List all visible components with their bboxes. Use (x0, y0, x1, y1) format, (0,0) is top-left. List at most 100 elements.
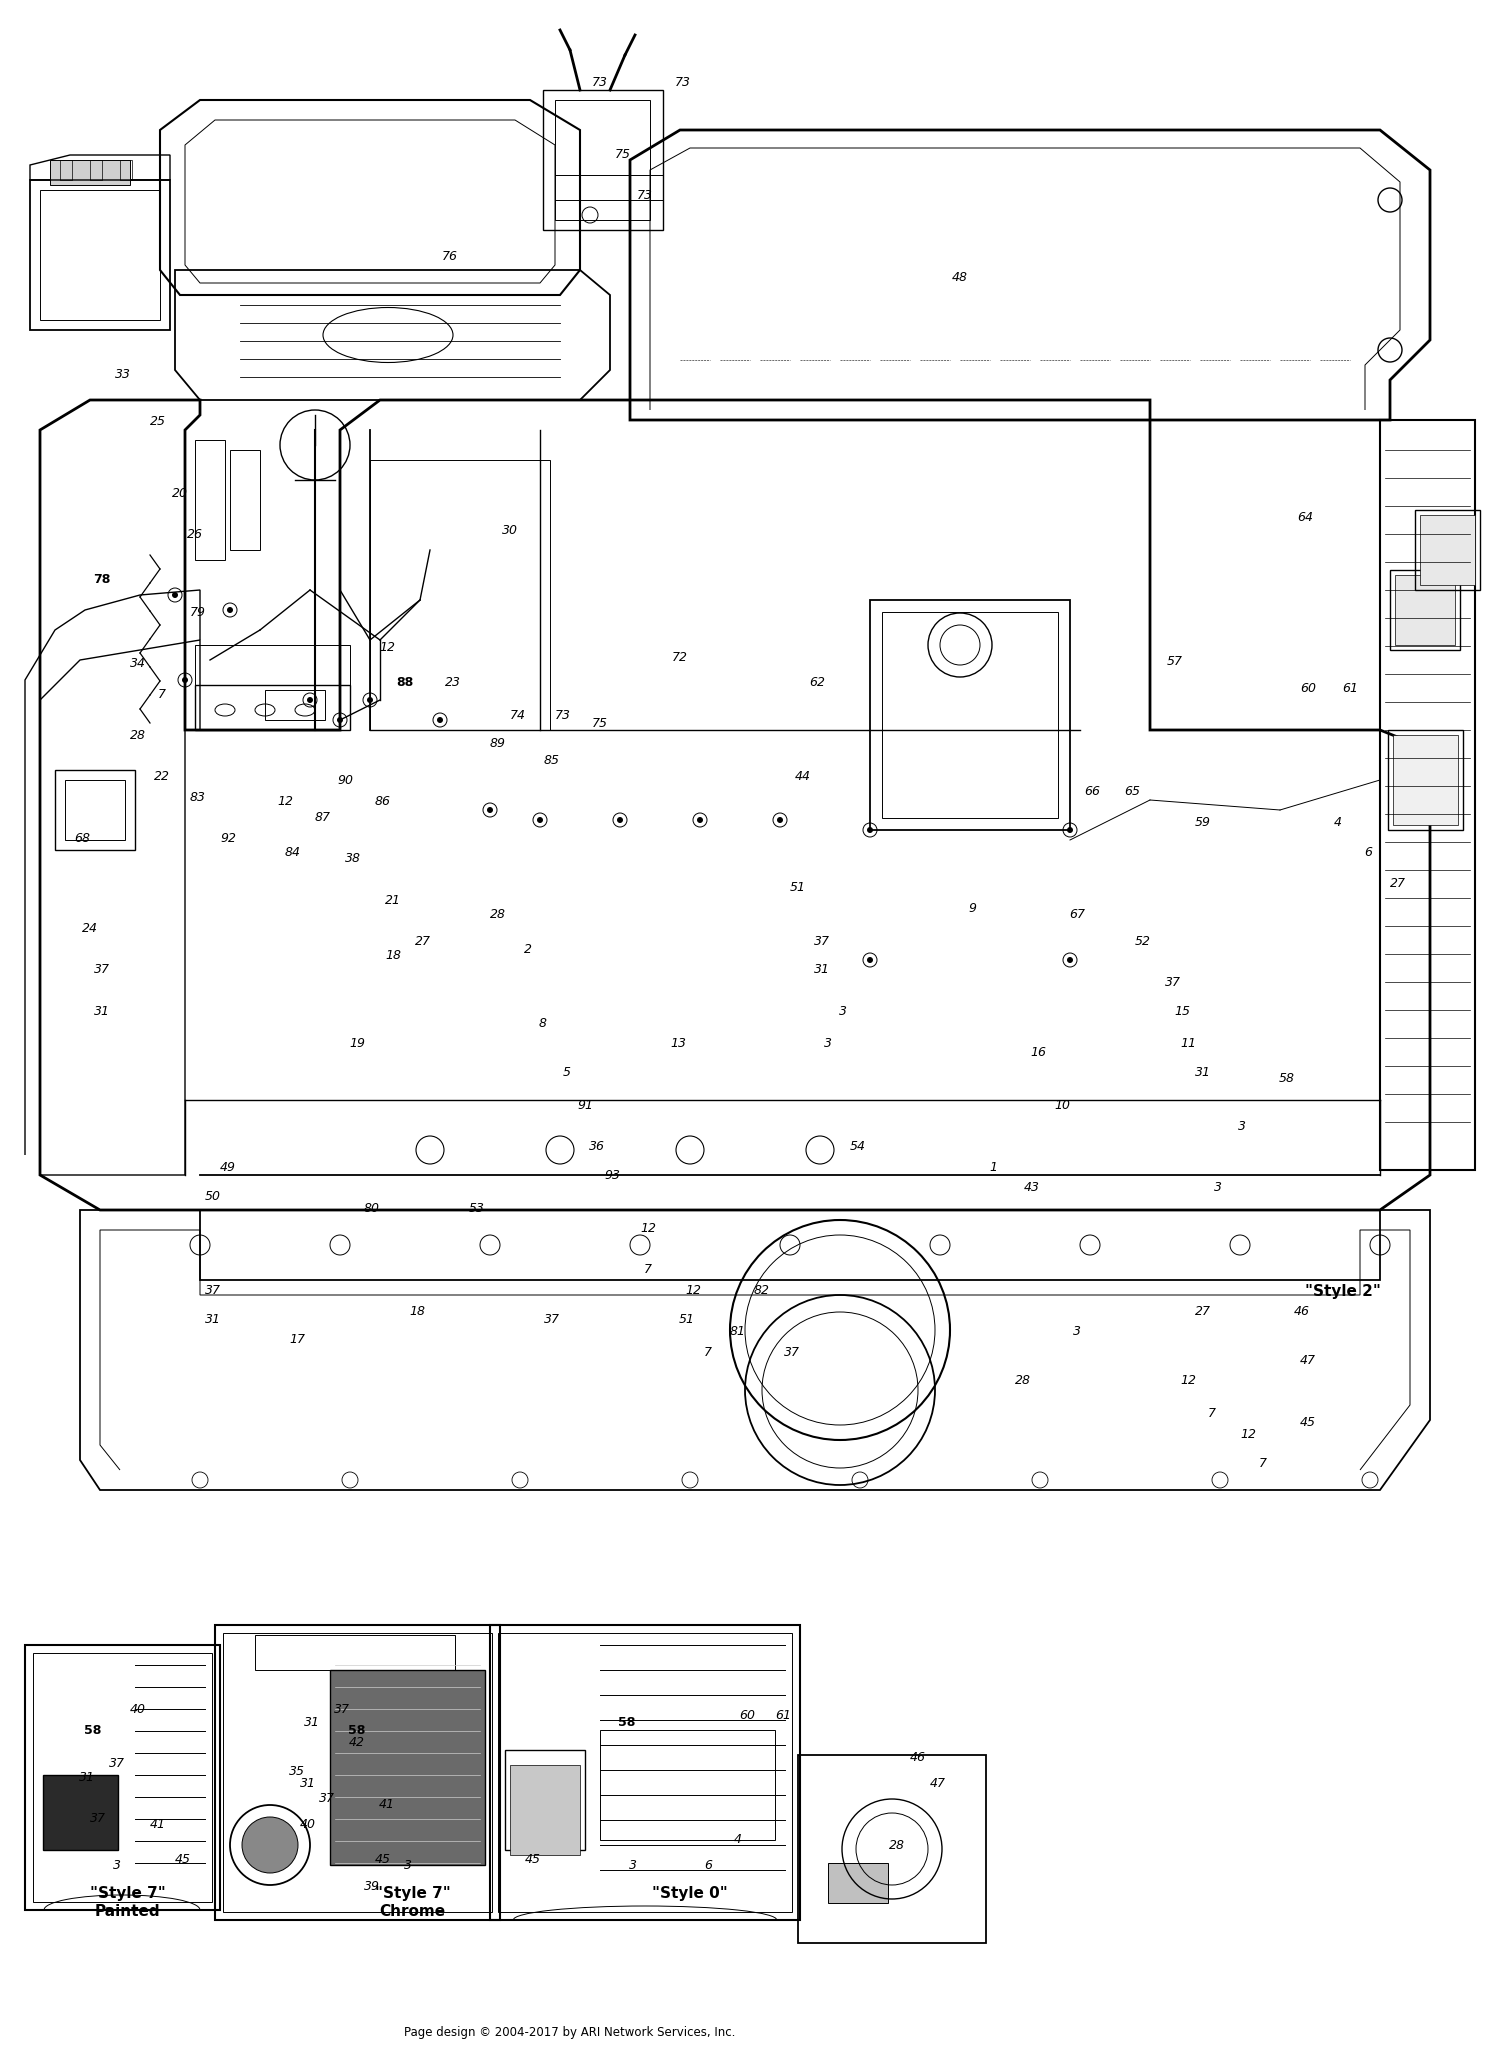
Text: 37: 37 (320, 1792, 334, 1804)
Text: 2: 2 (524, 943, 532, 956)
Bar (255, 1636, 454, 1671)
Bar (60, 160, 72, 181)
Text: 37: 37 (94, 964, 110, 976)
Bar (555, 101, 650, 220)
Text: 61: 61 (776, 1710, 790, 1722)
Circle shape (616, 818, 622, 822)
Text: 13: 13 (670, 1038, 686, 1050)
Text: 87: 87 (315, 812, 330, 824)
Text: 53: 53 (470, 1202, 484, 1215)
Text: 58: 58 (348, 1724, 366, 1736)
Text: 11: 11 (1180, 1038, 1196, 1050)
Text: 7: 7 (1258, 1457, 1268, 1469)
Text: 75: 75 (592, 717, 608, 730)
Bar (195, 440, 225, 561)
Text: 73: 73 (675, 76, 690, 88)
Text: 37: 37 (90, 1813, 105, 1825)
Text: 7: 7 (1208, 1408, 1216, 1420)
Text: 18: 18 (410, 1305, 424, 1317)
Text: 79: 79 (190, 606, 206, 619)
Text: 67: 67 (1070, 908, 1084, 921)
Text: 20: 20 (172, 487, 188, 499)
Circle shape (1066, 826, 1072, 832)
Bar (120, 160, 132, 181)
Text: 37: 37 (334, 1704, 350, 1716)
Text: 49: 49 (220, 1161, 236, 1173)
Text: 45: 45 (375, 1854, 390, 1866)
Text: 91: 91 (578, 1099, 592, 1112)
Text: 3: 3 (628, 1860, 638, 1872)
Text: 75: 75 (615, 148, 630, 160)
Text: 7: 7 (644, 1264, 652, 1276)
Text: 39: 39 (364, 1880, 380, 1893)
Text: 6: 6 (1364, 847, 1372, 859)
Text: 89: 89 (490, 738, 506, 750)
Text: "Style 2": "Style 2" (1305, 1284, 1380, 1299)
Circle shape (172, 592, 178, 598)
Text: 36: 36 (590, 1141, 604, 1153)
Text: 37: 37 (110, 1757, 125, 1769)
Text: 37: 37 (206, 1284, 220, 1297)
Circle shape (867, 826, 873, 832)
Text: 27: 27 (1196, 1305, 1210, 1317)
Text: 50: 50 (206, 1190, 220, 1202)
Text: 5: 5 (562, 1067, 572, 1079)
Bar (506, 1751, 585, 1850)
Text: 15: 15 (1174, 1005, 1190, 1017)
Text: 45: 45 (176, 1854, 190, 1866)
Text: 12: 12 (640, 1223, 656, 1235)
Text: 58: 58 (84, 1724, 102, 1736)
Bar (498, 1634, 792, 1911)
Text: 35: 35 (290, 1765, 304, 1778)
Text: 12: 12 (380, 641, 394, 653)
Text: 93: 93 (604, 1169, 619, 1182)
Circle shape (867, 958, 873, 964)
Text: 4: 4 (1334, 816, 1342, 828)
Text: 86: 86 (375, 795, 390, 808)
Circle shape (308, 697, 314, 703)
Text: 59: 59 (1196, 816, 1210, 828)
Text: 28: 28 (890, 1839, 904, 1852)
Text: 6: 6 (704, 1860, 712, 1872)
Text: 28: 28 (130, 730, 146, 742)
Bar (64, 781, 125, 840)
Text: 31: 31 (304, 1716, 320, 1728)
Text: 54: 54 (850, 1141, 865, 1153)
Text: 30: 30 (503, 524, 518, 536)
Text: 28: 28 (490, 908, 506, 921)
Text: 47: 47 (930, 1778, 945, 1790)
Text: 31: 31 (80, 1771, 94, 1784)
Text: 8: 8 (538, 1017, 548, 1030)
Circle shape (698, 818, 703, 822)
Text: 81: 81 (730, 1325, 746, 1338)
Text: 31: 31 (206, 1313, 220, 1325)
Text: 84: 84 (285, 847, 300, 859)
Text: 88: 88 (396, 676, 414, 688)
Text: 18: 18 (386, 949, 400, 962)
Text: 37: 37 (815, 935, 830, 947)
Text: 42: 42 (350, 1736, 364, 1749)
Bar (195, 645, 350, 684)
Text: 27: 27 (1390, 877, 1406, 890)
Circle shape (436, 717, 442, 723)
Text: 90: 90 (338, 775, 352, 787)
Text: 46: 46 (910, 1751, 926, 1763)
Bar (1390, 569, 1460, 649)
Text: 72: 72 (672, 651, 687, 664)
Bar (30, 181, 170, 331)
Bar (266, 690, 326, 719)
Bar (224, 1634, 492, 1911)
Text: 3: 3 (1072, 1325, 1082, 1338)
Bar (798, 1755, 986, 1942)
Text: 51: 51 (680, 1313, 694, 1325)
Text: 76: 76 (442, 251, 458, 263)
Circle shape (182, 676, 188, 682)
Text: 40: 40 (300, 1819, 315, 1831)
Text: 16: 16 (1030, 1046, 1045, 1058)
Text: 1: 1 (988, 1161, 998, 1173)
Text: Page design © 2004-2017 by ARI Network Services, Inc.: Page design © 2004-2017 by ARI Network S… (405, 2026, 735, 2039)
Text: 19: 19 (350, 1038, 364, 1050)
Bar (330, 1671, 484, 1866)
Bar (490, 1626, 800, 1919)
Text: 60: 60 (1300, 682, 1316, 695)
